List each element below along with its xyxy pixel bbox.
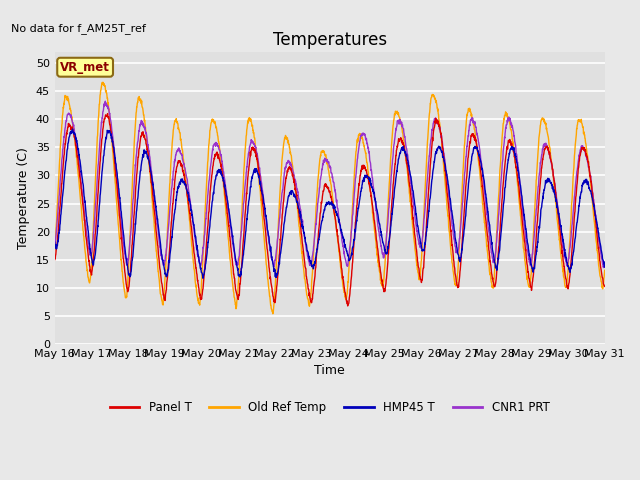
- Text: VR_met: VR_met: [60, 60, 110, 74]
- Title: Temperatures: Temperatures: [273, 31, 387, 49]
- X-axis label: Time: Time: [314, 364, 345, 377]
- Text: No data for f_AM25T_ref: No data for f_AM25T_ref: [11, 23, 145, 34]
- Y-axis label: Temperature (C): Temperature (C): [17, 147, 30, 249]
- Legend: Panel T, Old Ref Temp, HMP45 T, CNR1 PRT: Panel T, Old Ref Temp, HMP45 T, CNR1 PRT: [105, 396, 554, 419]
